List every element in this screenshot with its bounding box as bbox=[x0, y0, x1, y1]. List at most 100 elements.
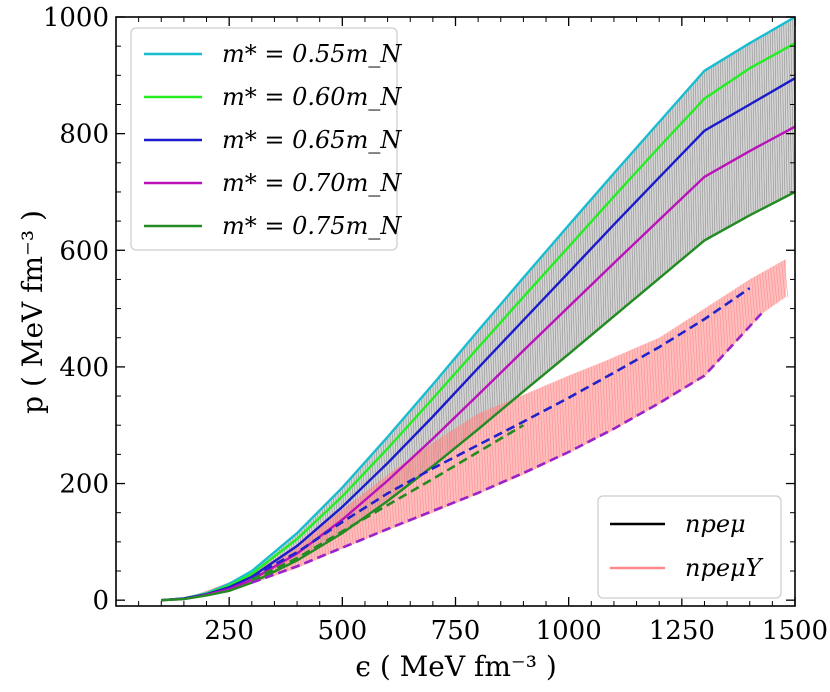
npemu_band-hatch-line bbox=[724, 58, 729, 228]
npemuY_band-hatch-line bbox=[615, 356, 620, 427]
npemuY_band-hatch-line bbox=[767, 269, 772, 308]
npemuY_band-hatch-line bbox=[319, 527, 324, 557]
npemuY_band-hatch-line bbox=[658, 337, 664, 403]
npemuY_band-hatch-line bbox=[675, 327, 680, 393]
npemuY_band-hatch-line bbox=[637, 347, 642, 415]
npemuY_band-hatch-line bbox=[582, 369, 588, 444]
npemuY_band-hatch-line bbox=[775, 264, 780, 302]
npemu_band-hatch-line bbox=[726, 56, 732, 226]
npemu_band-hatch-line bbox=[776, 27, 781, 200]
series-line-0.55 bbox=[161, 17, 795, 602]
npemuY_band-hatch-line bbox=[607, 359, 612, 432]
npemuY_band-hatch-line bbox=[308, 535, 313, 562]
npemuY_band-hatch-line bbox=[539, 387, 544, 466]
npemuY_band-hatch-line bbox=[417, 453, 422, 518]
npemuY_band-hatch-line bbox=[419, 451, 425, 517]
npemuY_band-hatch-line bbox=[623, 352, 628, 423]
npemuY_band-hatch-line bbox=[327, 520, 332, 554]
npemuY_band-hatch-line bbox=[398, 467, 403, 525]
npemuY_band-hatch-line bbox=[313, 531, 319, 560]
npemuY_band-fill bbox=[183, 259, 786, 601]
npemuY_band-hatch-line bbox=[441, 436, 446, 508]
npemu_band-hatch-line bbox=[763, 35, 768, 207]
npemuY_band-hatch-line bbox=[699, 311, 704, 378]
npemuY_band-hatch-line bbox=[498, 404, 503, 484]
npemu_band-hatch-line bbox=[765, 34, 770, 206]
npemuY_band-hatch-line bbox=[552, 382, 558, 459]
npemuY_band-hatch-line bbox=[528, 392, 533, 471]
npemuY_band-hatch-line bbox=[596, 364, 601, 437]
npemuY_band-hatch-line bbox=[514, 398, 520, 477]
y-tick-label: 0 bbox=[92, 586, 109, 616]
npemuY_band-hatch-line bbox=[474, 415, 479, 495]
npemuY_band-hatch-line bbox=[748, 279, 753, 325]
legend-top-left: m* = 0.55m_N m* = 0.60m_N m* = 0.65m_N m* =… bbox=[130, 27, 402, 251]
npemuY_band-hatch-line bbox=[531, 391, 536, 470]
npemu_band-hatch-line bbox=[781, 24, 786, 198]
npemuY_band-hatch-line bbox=[536, 389, 541, 467]
npemuY_band-hatch-line bbox=[751, 278, 756, 322]
npemuY_band-hatch-line bbox=[588, 367, 593, 442]
npemu_band-hatch-line bbox=[733, 52, 738, 223]
npemuY_band-hatch-line bbox=[710, 304, 715, 366]
npemu_band-hatch-line bbox=[767, 32, 772, 205]
npemu_band-hatch-line bbox=[756, 39, 761, 210]
npemu_band-hatch-line bbox=[720, 61, 725, 230]
npemuY_band-hatch-line bbox=[770, 267, 775, 306]
npemu_band-hatch-line bbox=[751, 41, 756, 213]
npemuY_band-hatch-line bbox=[759, 273, 764, 313]
x-tick-label: 500 bbox=[318, 616, 368, 646]
npemuY_band-hatch-line bbox=[495, 406, 501, 485]
npemuY_band-hatch-line bbox=[778, 263, 783, 300]
x-tick-label: 250 bbox=[204, 616, 254, 646]
npemuY_band-hatch-line bbox=[781, 261, 786, 298]
npemuY_band-hatch-line bbox=[346, 506, 351, 546]
npemuY_band-hatch-line bbox=[335, 514, 340, 551]
npemuY_band-hatch-line bbox=[574, 373, 579, 449]
legend-label: m* = 0.55m_N bbox=[222, 40, 402, 68]
npemuY_band-hatch-line bbox=[664, 334, 669, 399]
npemuY_band-hatch-line bbox=[653, 340, 658, 406]
npemuY_band-hatch-line bbox=[330, 518, 335, 553]
npemuY_band-hatch-line bbox=[547, 384, 552, 462]
npemu_band-hatch-line bbox=[738, 50, 743, 220]
npemuY_band-hatch-line bbox=[297, 544, 302, 567]
npemuY_band-hatch-line bbox=[620, 354, 626, 424]
x-tick-label: 1500 bbox=[762, 616, 828, 646]
npemuY_band-hatch-line bbox=[563, 377, 569, 454]
npemuY_band-hatch-line bbox=[409, 459, 414, 521]
npemu_band-hatch-line bbox=[747, 44, 752, 215]
npemu_band-hatch-line bbox=[758, 37, 763, 209]
x-tick-label: 1250 bbox=[649, 616, 715, 646]
npemuY_band-hatch-line bbox=[743, 283, 748, 331]
y-axis-label: p ( MeV fm⁻³ ) bbox=[16, 210, 49, 414]
npemuY_band-hatch-line bbox=[783, 260, 789, 297]
npemuY_band-hatch-line bbox=[395, 468, 400, 526]
npemuY_band-hatch-line bbox=[324, 523, 330, 555]
npemuY_band-hatch-line bbox=[506, 401, 512, 481]
npemuY_band-hatch-line bbox=[566, 376, 571, 453]
series-line-npemuY_hi bbox=[251, 287, 751, 578]
npemuY_band-hatch-line bbox=[533, 390, 539, 468]
npemuY_band-hatch-line bbox=[732, 290, 737, 343]
npemu_band-hatch-line bbox=[722, 59, 727, 229]
npemuY_band-hatch-line bbox=[392, 470, 397, 527]
npemuY_band-hatch-line bbox=[490, 408, 495, 488]
npemuY_band-hatch-line bbox=[294, 545, 300, 568]
npemu_band-hatch-line bbox=[790, 19, 795, 193]
npemuY_band-hatch-line bbox=[512, 399, 517, 478]
npemuY_band-hatch-line bbox=[745, 281, 751, 328]
npemuY_band-hatch-line bbox=[384, 476, 389, 530]
npemuY_band-hatch-line bbox=[604, 361, 609, 433]
npemuY_band-hatch-line bbox=[292, 547, 297, 569]
npemuY_band-hatch-line bbox=[686, 320, 691, 386]
npemuY_band-hatch-line bbox=[387, 474, 392, 529]
npemuY_band-hatch-line bbox=[591, 366, 596, 440]
series-line-0.75 bbox=[161, 190, 795, 602]
npemuY_band-hatch-line bbox=[406, 461, 411, 522]
npemuY_band-hatch-line bbox=[444, 435, 449, 507]
y-tick-label: 1000 bbox=[43, 3, 109, 33]
series-layer bbox=[161, 17, 795, 602]
npemuY_band-hatch-line bbox=[455, 428, 460, 502]
npemuY_band-hatch-line bbox=[561, 378, 566, 455]
